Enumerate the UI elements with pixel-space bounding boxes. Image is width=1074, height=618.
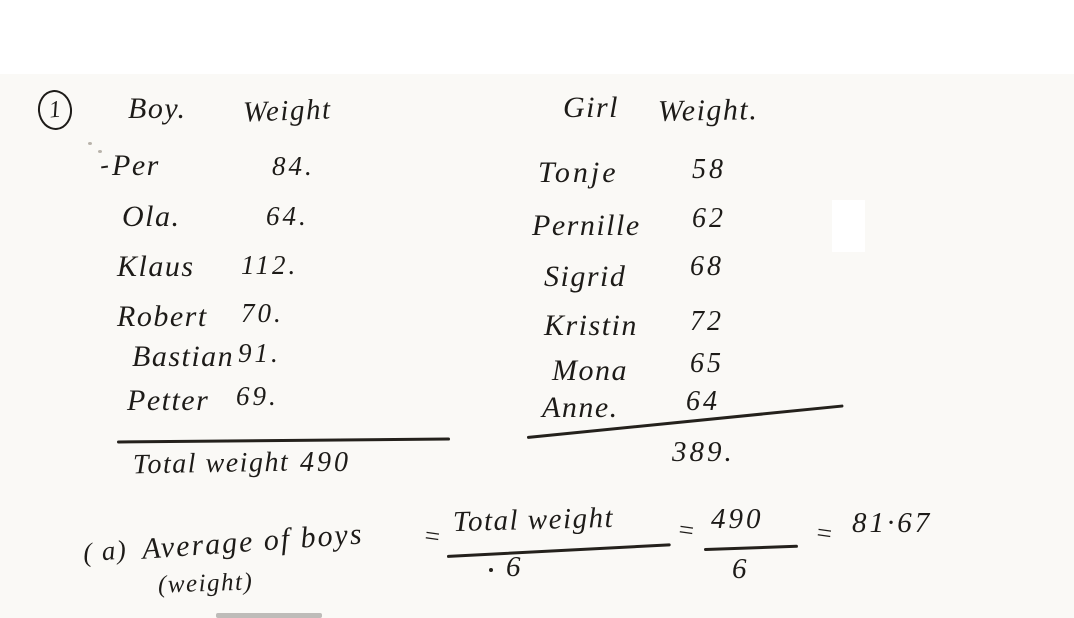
girls-total-value: 389. (672, 436, 735, 468)
girl-weight: 65 (690, 348, 724, 379)
girls-weight-header: Weight. (657, 93, 759, 128)
girl-name: Mona (552, 354, 628, 387)
fraction2-numerator: 490 (711, 503, 764, 535)
boy-name: Klaus (117, 250, 195, 283)
boy-name: Petter (127, 384, 210, 417)
boy-weight: 69. (236, 381, 279, 411)
boy-weight: 112. (241, 250, 299, 280)
boy-weight: 64. (266, 201, 309, 231)
part-label: ( a) (81, 534, 129, 568)
boys-total-value: 490 (300, 447, 351, 478)
girl-weight: 72 (690, 306, 724, 337)
girl-name: Tonje (538, 156, 619, 189)
fraction1-numerator: Total weight (452, 501, 615, 539)
boy-name: Per (112, 149, 160, 182)
average-result: 81·67 (852, 507, 933, 539)
girl-weight: 64 (686, 386, 720, 417)
boy-weight: 84. (272, 151, 315, 181)
equals-sign: = (421, 519, 445, 553)
boy-name: Robert (117, 300, 208, 333)
girl-weight: 58 (692, 154, 726, 185)
boy-name: Bastian (132, 340, 235, 373)
pencil-dot (98, 150, 102, 153)
average-description-note: (weight) (157, 568, 254, 599)
paper-background (0, 74, 1074, 618)
girl-name: Sigrid (544, 260, 627, 293)
boys-name-header: Boy. (128, 92, 187, 125)
cutoff-writing-smudge (216, 613, 322, 618)
girl-name: Kristin (544, 309, 638, 342)
equals-sign: = (813, 516, 837, 550)
boy-weight: 91. (238, 338, 281, 368)
correction-patch (832, 200, 865, 252)
boy-name: Ola. (122, 200, 181, 233)
girl-weight: 62 (692, 203, 726, 234)
girl-name: Anne. (542, 391, 619, 424)
boys-total-label: Total weight (132, 446, 290, 481)
fraction2-denominator: 6 (732, 553, 750, 585)
boys-weight-header: Weight (242, 93, 332, 129)
problem-number: 1 (47, 95, 63, 124)
fraction1-dot-mark (489, 568, 493, 572)
boy-weight: 70. (241, 298, 284, 328)
fraction1-denominator: 6 (506, 551, 524, 583)
girl-weight: 68 (690, 251, 724, 282)
girl-name: Pernille (532, 209, 641, 242)
equals-sign: = (675, 513, 699, 547)
girls-name-header: Girl (563, 91, 620, 124)
pencil-dot (88, 142, 92, 145)
